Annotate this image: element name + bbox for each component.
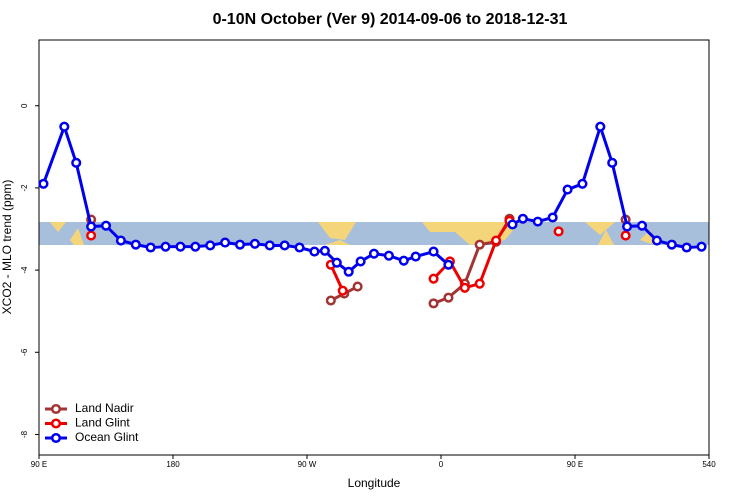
- data-point: [681, 242, 692, 253]
- x-tick-label: 540: [702, 460, 716, 469]
- data-point: [398, 255, 409, 266]
- data-point: [325, 295, 336, 306]
- data-point: [517, 213, 528, 224]
- data-point: [355, 256, 366, 267]
- data-point: [86, 230, 97, 241]
- chart-title: 0-10N October (Ver 9) 2014-09-06 to 2018…: [213, 11, 568, 28]
- data-point: [294, 242, 305, 253]
- x-tick-label: 0: [439, 460, 444, 469]
- legend-marker: [50, 403, 62, 415]
- data-point: [190, 241, 201, 252]
- data-point: [428, 273, 439, 284]
- data-point: [86, 221, 97, 232]
- data-point: [577, 178, 588, 189]
- data-point: [319, 245, 330, 256]
- data-point: [547, 212, 558, 223]
- data-point: [474, 278, 485, 289]
- data-point: [562, 184, 573, 195]
- data-point: [59, 121, 70, 132]
- data-point: [595, 121, 606, 132]
- data-point: [352, 281, 363, 292]
- data-point: [666, 239, 677, 250]
- legend-marker: [50, 432, 62, 444]
- data-point: [428, 298, 439, 309]
- data-point: [234, 239, 246, 250]
- y-tick-label: -4: [20, 266, 29, 274]
- y-tick-label: -6: [20, 348, 29, 356]
- plot-frame: [38, 39, 710, 456]
- y-tick-label: -2: [20, 184, 29, 192]
- x-axis-label: Longitude: [348, 476, 401, 490]
- data-point: [443, 292, 454, 303]
- data-point: [331, 257, 342, 268]
- data-point: [337, 285, 348, 296]
- data-point: [622, 221, 633, 232]
- data-point: [651, 235, 662, 246]
- data-point: [264, 240, 275, 251]
- data-point: [115, 235, 126, 246]
- y-tick-label: -8: [20, 430, 29, 438]
- data-point: [532, 216, 543, 227]
- data-point: [696, 241, 707, 252]
- data-point: [410, 251, 421, 262]
- y-tick-label: 0: [20, 103, 29, 108]
- x-tick-label: 180: [166, 460, 180, 469]
- data-point: [620, 230, 631, 241]
- data-point: [249, 238, 260, 249]
- legend-label: Land Nadir: [75, 401, 134, 415]
- y-axis-label: XCO2 - MLO trend (ppm): [0, 180, 14, 315]
- data-point: [383, 250, 394, 261]
- data-point: [145, 242, 156, 253]
- data-point: [130, 239, 141, 250]
- data-point: [205, 240, 216, 251]
- data-point: [38, 178, 49, 189]
- x-tick-label: 90 W: [298, 460, 317, 469]
- data-point: [553, 226, 564, 237]
- data-point: [160, 241, 171, 252]
- data-point: [175, 241, 186, 252]
- data-point: [474, 239, 485, 250]
- data-point: [279, 240, 290, 251]
- data-point: [71, 157, 82, 168]
- data-point: [309, 246, 320, 257]
- data-point: [491, 235, 502, 246]
- x-tick-label: 90 E: [31, 460, 47, 469]
- legend-label: Ocean Glint: [75, 430, 139, 444]
- data-point: [428, 246, 439, 257]
- data-point: [443, 259, 454, 270]
- data-point: [220, 237, 231, 248]
- data-point: [368, 248, 380, 259]
- data-point: [636, 220, 648, 231]
- legend-label: Land Glint: [75, 416, 130, 430]
- data-point: [100, 220, 112, 231]
- data-point: [459, 282, 470, 293]
- legend-marker: [50, 418, 62, 429]
- data-point: [343, 266, 354, 277]
- data-point: [507, 219, 518, 230]
- x-tick-label: 90 E: [567, 460, 583, 469]
- data-point: [607, 157, 618, 168]
